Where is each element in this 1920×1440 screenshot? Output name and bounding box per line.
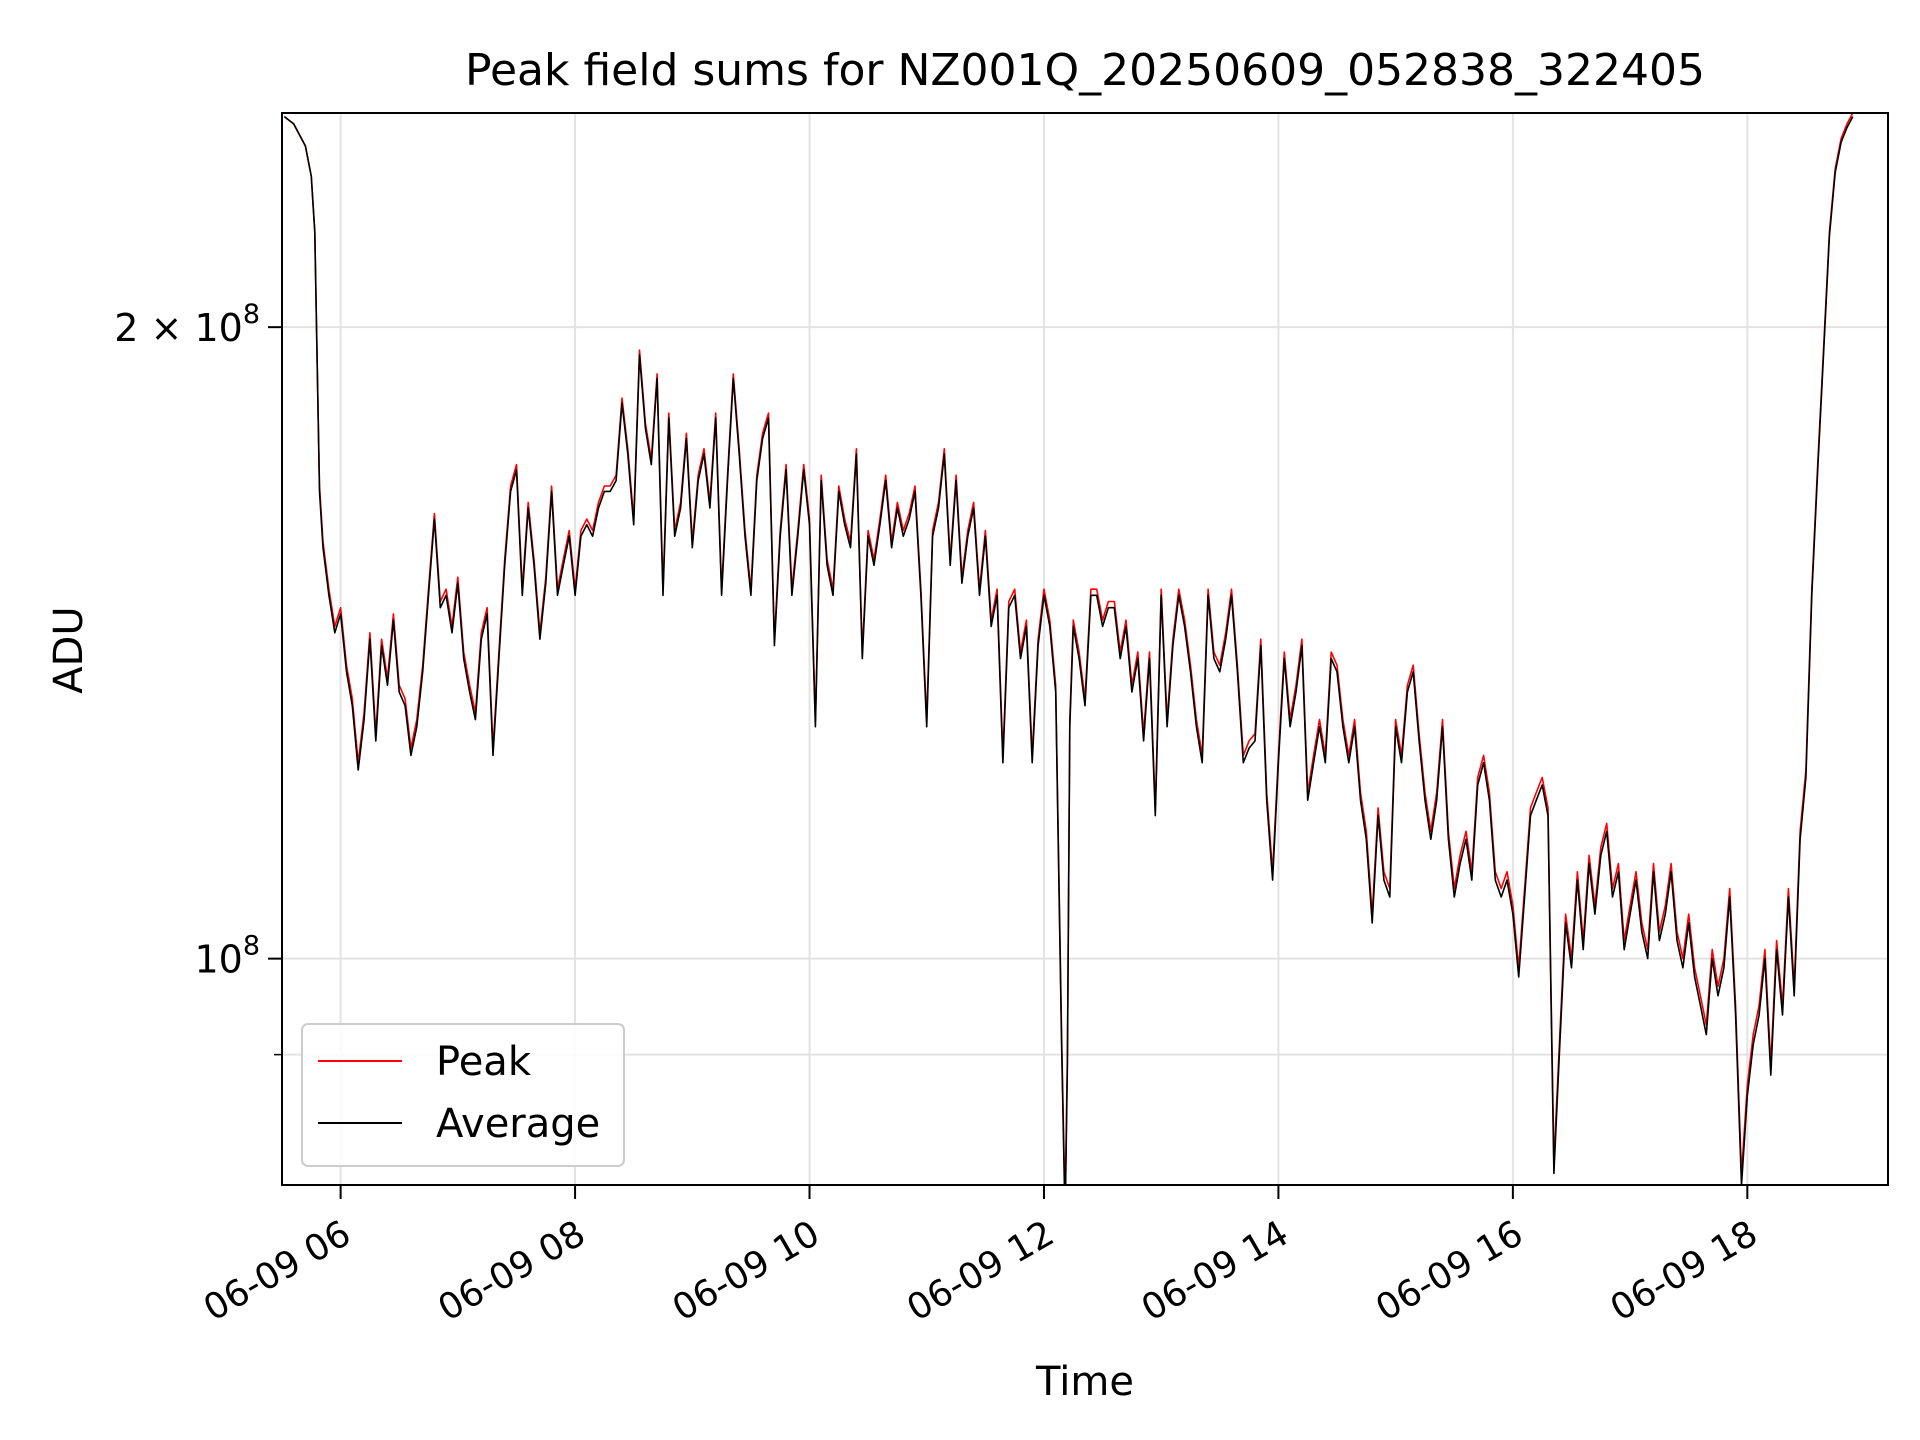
chart-title: Peak field sums for NZ001Q_20250609_0528… — [465, 45, 1705, 96]
legend-label-peak: Peak — [436, 1039, 532, 1085]
x-axis-label: Time — [1035, 1359, 1134, 1405]
legend: Peak Average — [301, 1023, 625, 1167]
series-line-average — [283, 115, 1854, 1185]
y-axis-label: ADU — [46, 606, 92, 693]
plot-area-frame — [281, 112, 1889, 1186]
y-tick-label-0: 108 — [194, 931, 260, 982]
legend-label-average: Average — [436, 1101, 600, 1147]
series-layer — [283, 113, 1854, 1185]
legend-frame — [301, 1023, 625, 1167]
y-tick-label-1: 2 × 108 — [114, 299, 260, 350]
grid — [282, 113, 1888, 1185]
